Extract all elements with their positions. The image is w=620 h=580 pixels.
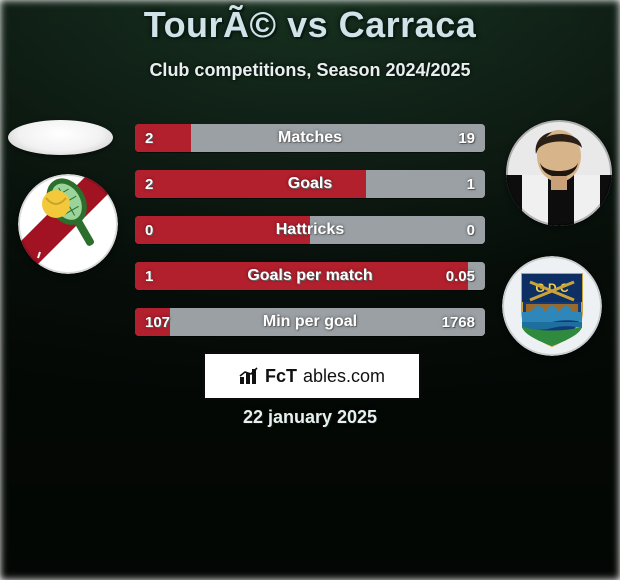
- page-subtitle: Club competitions, Season 2024/2025: [0, 60, 620, 81]
- club-right-svg: G D C: [502, 256, 602, 356]
- stat-row-min-per-goal: 1071768Min per goal: [135, 308, 485, 336]
- player-right-svg: [506, 120, 612, 226]
- stat-row-goals-per-match: 10.05Goals per match: [135, 262, 485, 290]
- comparison-bars: 219Matches 21Goals 00Hattricks 10.05Goals p…: [135, 124, 485, 354]
- player-right-avatar: [506, 120, 612, 226]
- club-left-crest: [18, 174, 118, 274]
- stat-left-fill: [135, 262, 468, 290]
- page-date: 22 january 2025: [0, 407, 620, 428]
- stat-row-matches: 219Matches: [135, 124, 485, 152]
- stat-left-fill: [135, 308, 170, 336]
- stat-row-goals: 21Goals: [135, 170, 485, 198]
- stat-right-fill: [468, 262, 486, 290]
- stat-left-fill: [135, 216, 310, 244]
- player-left-avatar: [8, 120, 113, 155]
- stat-left-fill: [135, 170, 366, 198]
- stage: TourÃ© vs Carraca Club competitions, Sea…: [0, 0, 620, 580]
- club-left-svg: [18, 174, 118, 274]
- stat-row-hattricks: 00Hattricks: [135, 216, 485, 244]
- brand-text-rest: ables.com: [303, 366, 385, 387]
- stat-right-fill: [310, 216, 485, 244]
- brand-badge[interactable]: FcT ables.com: [203, 352, 421, 400]
- svg-text:G D C: G D C: [535, 281, 569, 295]
- stat-right-fill: [366, 170, 485, 198]
- brand-text-bold: FcT: [265, 366, 297, 387]
- club-right-crest: G D C: [502, 256, 602, 356]
- stat-right-fill: [170, 308, 485, 336]
- stat-right-fill: [191, 124, 485, 152]
- bars-icon: [239, 367, 259, 385]
- stat-left-fill: [135, 124, 191, 152]
- page-title: TourÃ© vs Carraca: [0, 4, 620, 46]
